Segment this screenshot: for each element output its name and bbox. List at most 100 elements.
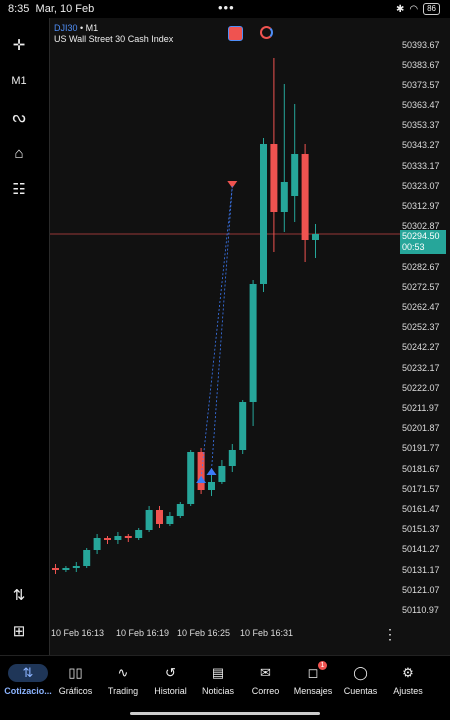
- price-tick-label: 50211.97: [402, 403, 439, 414]
- price-tick-label: 50141.27: [402, 544, 440, 555]
- price-tick-label: 50131.17: [402, 564, 440, 575]
- nav-item-historial[interactable]: ↺ Historial: [146, 656, 196, 704]
- nav-item-gráficos[interactable]: ▯▯ Gráficos: [51, 656, 101, 704]
- time-tick-label: 10 Feb 16:19: [116, 628, 170, 638]
- candle-body: [312, 234, 319, 240]
- candle-body: [72, 566, 80, 568]
- bluetooth-icon: ✱: [395, 3, 405, 15]
- nav-label: Mensajes: [293, 686, 333, 696]
- trade-arrows-icon[interactable]: ⇅: [12, 587, 26, 604]
- price-tick-label: 50282.67: [402, 261, 440, 272]
- candle-body: [145, 510, 153, 530]
- price-tick-label: 50151.37: [402, 524, 440, 535]
- price-tick-label: 50262.47: [402, 302, 440, 313]
- candle-body: [280, 182, 288, 212]
- price-tick-label: 50252.37: [402, 322, 440, 333]
- nav-label: Noticias: [201, 686, 234, 696]
- candle-body: [187, 452, 195, 504]
- objects-icon[interactable]: ⌂: [14, 144, 24, 162]
- home-indicator: [130, 712, 320, 715]
- nav-item-noticias[interactable]: ▤ Noticias: [193, 656, 243, 704]
- candle-body: [176, 504, 184, 516]
- price-tick-label: 50110.97: [402, 605, 439, 616]
- candle-body: [135, 530, 143, 538]
- chart-symbol[interactable]: DJI30: [54, 23, 78, 33]
- chart-toolbar: ✛ M1 ᔓ ⌂ ☷ ⇅ ⊞: [0, 18, 38, 655]
- nav-icon: ▯▯: [68, 665, 83, 680]
- price-tick-label: 50242.27: [402, 342, 440, 353]
- candle-body: [104, 538, 111, 540]
- candle-body: [62, 568, 70, 570]
- one-click-trading-icon[interactable]: [228, 26, 243, 41]
- current-price-tag: 50294.50 00:53: [400, 230, 446, 254]
- system-icons: ✱ ◠ 86: [396, 3, 440, 15]
- candle-body: [93, 538, 101, 550]
- chart-title: DJI30 • M1 US Wall Street 30 Cash Index: [54, 23, 174, 44]
- candle-body: [114, 536, 122, 540]
- battery-icon: 86: [423, 3, 440, 15]
- crosshair-icon[interactable]: ✛: [12, 37, 26, 54]
- candle-body: [52, 568, 59, 570]
- price-tick-label: 50171.57: [402, 483, 440, 494]
- nav-item-correo[interactable]: ✉ Correo: [241, 656, 291, 704]
- more-dots-icon: •••: [218, 0, 235, 15]
- wifi-icon: ◠: [409, 3, 419, 15]
- candle-body: [166, 516, 174, 524]
- price-tick-label: 50312.97: [402, 201, 440, 212]
- status-time: 8:35 Mar, 10 Feb: [8, 3, 95, 15]
- candle-body: [218, 466, 226, 482]
- signal-icon[interactable]: [260, 26, 273, 39]
- time-tick-label: 10 Feb 16:25: [177, 628, 231, 638]
- timeframe-button[interactable]: M1: [11, 75, 27, 87]
- nav-icon: ✉: [260, 665, 271, 680]
- price-tick-label: 50383.67: [402, 59, 440, 70]
- nav-icon: ▤: [211, 665, 225, 680]
- indicators-icon[interactable]: ᔓ: [12, 109, 26, 126]
- sell-marker-icon: [227, 181, 238, 188]
- nav-item-cotizacio[interactable]: ⇅ Cotizacio...: [3, 656, 53, 704]
- nav-item-mensajes[interactable]: ◻ Mensajes 1: [288, 656, 338, 704]
- nav-icon: ◻: [307, 665, 319, 680]
- price-tick-label: 50323.07: [402, 180, 440, 191]
- candle-body: [291, 154, 299, 196]
- buy-marker-icon: [206, 468, 217, 475]
- bottom-navigation: ⇅ Cotizacio... ▯▯ Gráficos ∿ Trading ↺ Historia…: [0, 655, 450, 704]
- nav-label: Trading: [107, 686, 139, 696]
- nav-icon: ↺: [165, 665, 176, 680]
- nav-label: Cuentas: [343, 686, 378, 696]
- candle-body: [301, 154, 309, 240]
- nav-icon: ∿: [117, 665, 129, 680]
- more-options-icon[interactable]: ⋮: [383, 626, 397, 642]
- candle-body: [197, 452, 205, 490]
- nav-item-trading[interactable]: ∿ Trading: [98, 656, 148, 704]
- nav-label: Correo: [251, 686, 280, 696]
- nav-label: Ajustes: [393, 686, 423, 696]
- nav-label: Cotizacio...: [4, 686, 52, 696]
- nav-icon: ⇅: [8, 664, 48, 682]
- nav-label: Historial: [154, 686, 187, 696]
- new-order-icon[interactable]: ⊞: [12, 623, 26, 640]
- nav-icon: ◯: [353, 665, 368, 680]
- price-tick-label: 50222.07: [402, 382, 440, 393]
- price-tick-label: 50191.77: [402, 443, 440, 454]
- candle-body: [239, 402, 247, 450]
- price-tick-label: 50121.07: [402, 584, 440, 595]
- candle-body: [228, 450, 236, 466]
- price-tick-label: 50302.87: [402, 221, 440, 232]
- settings-sliders-icon[interactable]: ☷: [12, 181, 26, 198]
- nav-item-cuentas[interactable]: ◯ Cuentas: [336, 656, 386, 704]
- nav-icon: ⚙: [402, 665, 414, 680]
- bar-countdown: 00:53: [402, 242, 425, 252]
- candle-body: [83, 550, 91, 566]
- nav-item-ajustes[interactable]: ⚙ Ajustes: [383, 656, 433, 704]
- trade-link-line: [200, 185, 233, 479]
- candle-body: [208, 482, 215, 490]
- candle-body: [270, 144, 278, 212]
- price-tick-label: 50373.57: [402, 79, 440, 90]
- price-tick-label: 50161.47: [402, 504, 440, 515]
- chart-timeframe: M1: [85, 23, 99, 33]
- chart-area[interactable]: DJI30 • M1 US Wall Street 30 Cash Index …: [49, 18, 401, 655]
- candle-body: [260, 144, 267, 284]
- price-chart[interactable]: [50, 18, 401, 655]
- trade-link-line: [211, 185, 233, 471]
